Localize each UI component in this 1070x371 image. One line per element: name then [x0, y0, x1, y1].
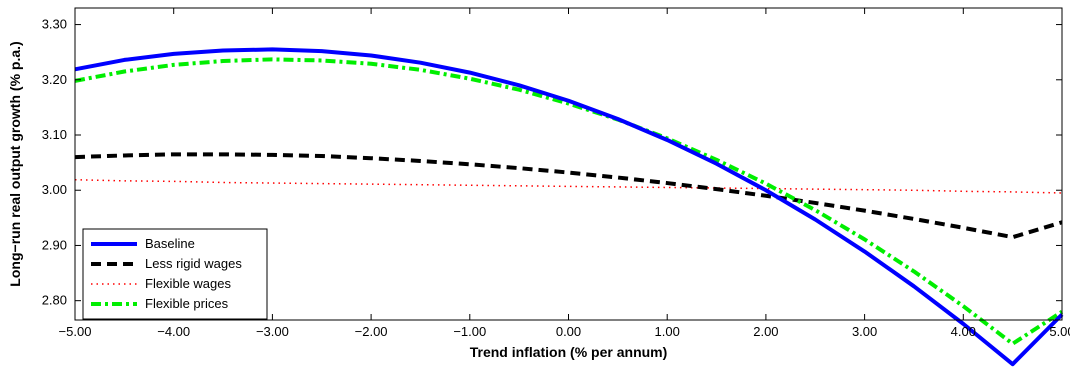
x-tick-label: −5.00	[59, 324, 92, 339]
x-tick-label: 4.00	[951, 324, 976, 339]
series-line-less-rigid-wages	[74, 152, 1063, 240]
y-tick-label: 2.80	[42, 293, 67, 308]
legend-label: Baseline	[145, 236, 195, 251]
axis-ticks: −5.00 −4.00 −3.00 −2.00 −1.00 0.00 1.00 2.00 3.0…	[42, 8, 1070, 339]
x-tick-label: −3.00	[256, 324, 289, 339]
x-tick-label: 0.00	[556, 324, 581, 339]
legend-label: Flexible wages	[145, 276, 231, 291]
y-tick-label: 3.20	[42, 72, 67, 87]
y-tick-label: 3.30	[42, 17, 67, 32]
x-tick-label: 3.00	[852, 324, 877, 339]
x-tick-label: 2.00	[753, 324, 778, 339]
y-axis-title: Long−run real output growth (% p.a.)	[7, 41, 23, 286]
y-tick-label: 3.10	[42, 127, 67, 142]
series-lines	[74, 47, 1064, 367]
y-tick-label: 3.00	[42, 182, 67, 197]
x-tick-label: −4.00	[157, 324, 190, 339]
series-line-baseline	[74, 47, 1064, 367]
series-line-flexible-prices	[74, 57, 1064, 346]
legend-label: Less rigid wages	[145, 256, 242, 271]
x-axis-title: Trend inflation (% per annum)	[470, 344, 668, 360]
series-line-flexible-wages	[74, 178, 1063, 194]
legend: Baseline Less rigid wages Flexible wages Fl…	[82, 228, 268, 320]
legend-label: Flexible prices	[145, 296, 229, 311]
x-tick-label: −2.00	[355, 324, 388, 339]
x-tick-label: 5.00	[1049, 324, 1070, 339]
x-tick-label: 1.00	[655, 324, 680, 339]
y-tick-label: 2.90	[42, 237, 67, 252]
x-tick-label: −1.00	[453, 324, 486, 339]
